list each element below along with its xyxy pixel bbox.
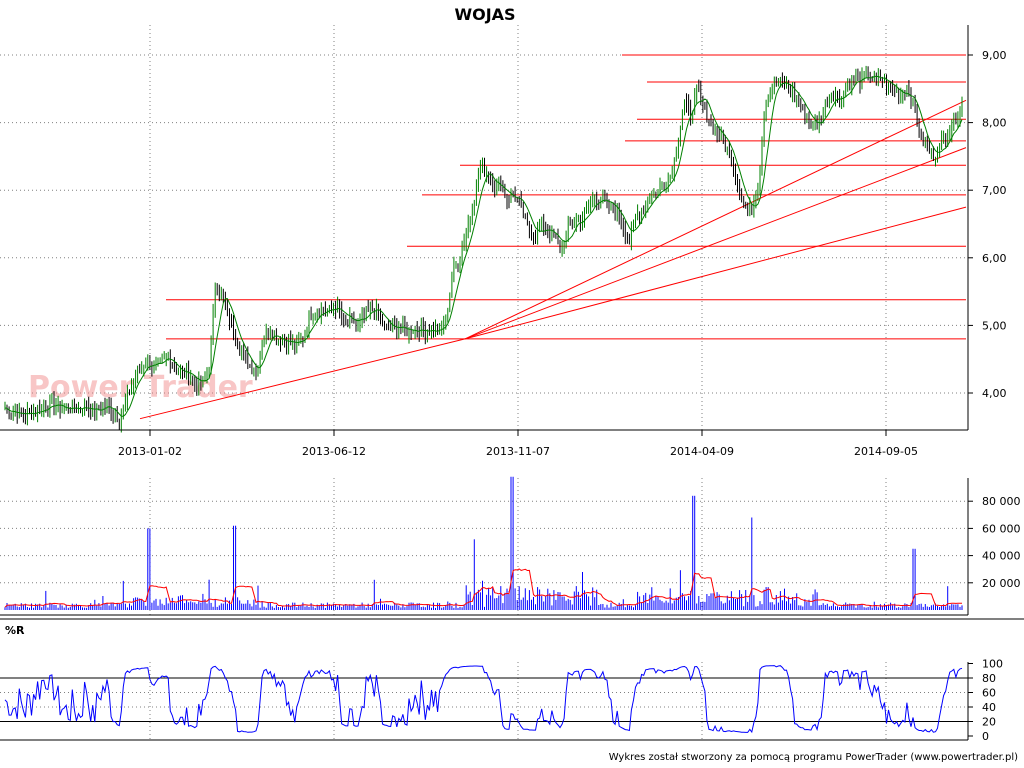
oscillator-tick-label: 80: [982, 672, 996, 685]
oscillator-tick-label: 40: [982, 701, 996, 714]
trend-line: [139, 338, 466, 420]
date-label: 2013-01-02: [118, 445, 182, 458]
price-gridlines: [0, 25, 968, 430]
price-moving-average: [4, 75, 963, 417]
chart-title: WOJAS: [454, 5, 515, 24]
trend-fan-lines: [139, 99, 967, 420]
volume-gridlines: [0, 478, 968, 615]
oscillator-tick-label: 100: [982, 658, 1003, 671]
watermark: Power Trader: [28, 370, 253, 405]
price-tick-label: 4,00: [982, 387, 1007, 400]
volume-tick-label: 80 000: [982, 495, 1021, 508]
date-label: 2014-09-05: [854, 445, 918, 458]
trend-line: [464, 99, 967, 340]
volume-tick-label: 60 000: [982, 522, 1021, 535]
price-tick-label: 6,00: [982, 252, 1007, 265]
date-axis-labels: 2013-01-02 2013-06-12 2013-11-07 2014-04-09…: [118, 430, 918, 458]
price-tick-label: 7,00: [982, 184, 1007, 197]
date-label: 2013-11-07: [486, 445, 550, 458]
date-label: 2013-06-12: [302, 445, 366, 458]
oscillator-label: %R: [5, 624, 25, 637]
volume-panel: 20 000 40 000 60 000 80 000: [0, 476, 1021, 616]
oscillator-tick-label: 60: [982, 687, 996, 700]
price-panel: Power Trader 4,00 5,00 6,00 7,00 8,00 9,00 20…: [0, 25, 1007, 458]
price-tick-label: 9,00: [982, 49, 1007, 62]
footer-credit: Wykres został stworzony za pomocą progra…: [609, 752, 1018, 763]
support-resistance-lines: [166, 54, 966, 340]
trend-line: [464, 147, 967, 340]
volume-tick-label: 20 000: [982, 577, 1021, 590]
oscillator-tick-label: 0: [982, 730, 989, 743]
price-y-tick-labels: 4,00 5,00 6,00 7,00 8,00 9,00: [968, 49, 1007, 400]
volume-tick-label: 40 000: [982, 550, 1021, 563]
volume-moving-average: [4, 568, 962, 608]
trend-line: [464, 206, 967, 340]
oscillator-gridlines: [0, 662, 968, 740]
price-tick-label: 8,00: [982, 117, 1007, 130]
oscillator-tick-label: 20: [982, 716, 996, 729]
price-tick-label: 5,00: [982, 319, 1007, 332]
percent-r-line: [4, 665, 963, 734]
volume-bars: [4, 476, 963, 610]
date-label: 2014-04-09: [670, 445, 734, 458]
oscillator-reference-lines: [0, 677, 968, 722]
volume-y-tick-labels: 20 000 40 000 60 000 80 000: [968, 495, 1021, 590]
